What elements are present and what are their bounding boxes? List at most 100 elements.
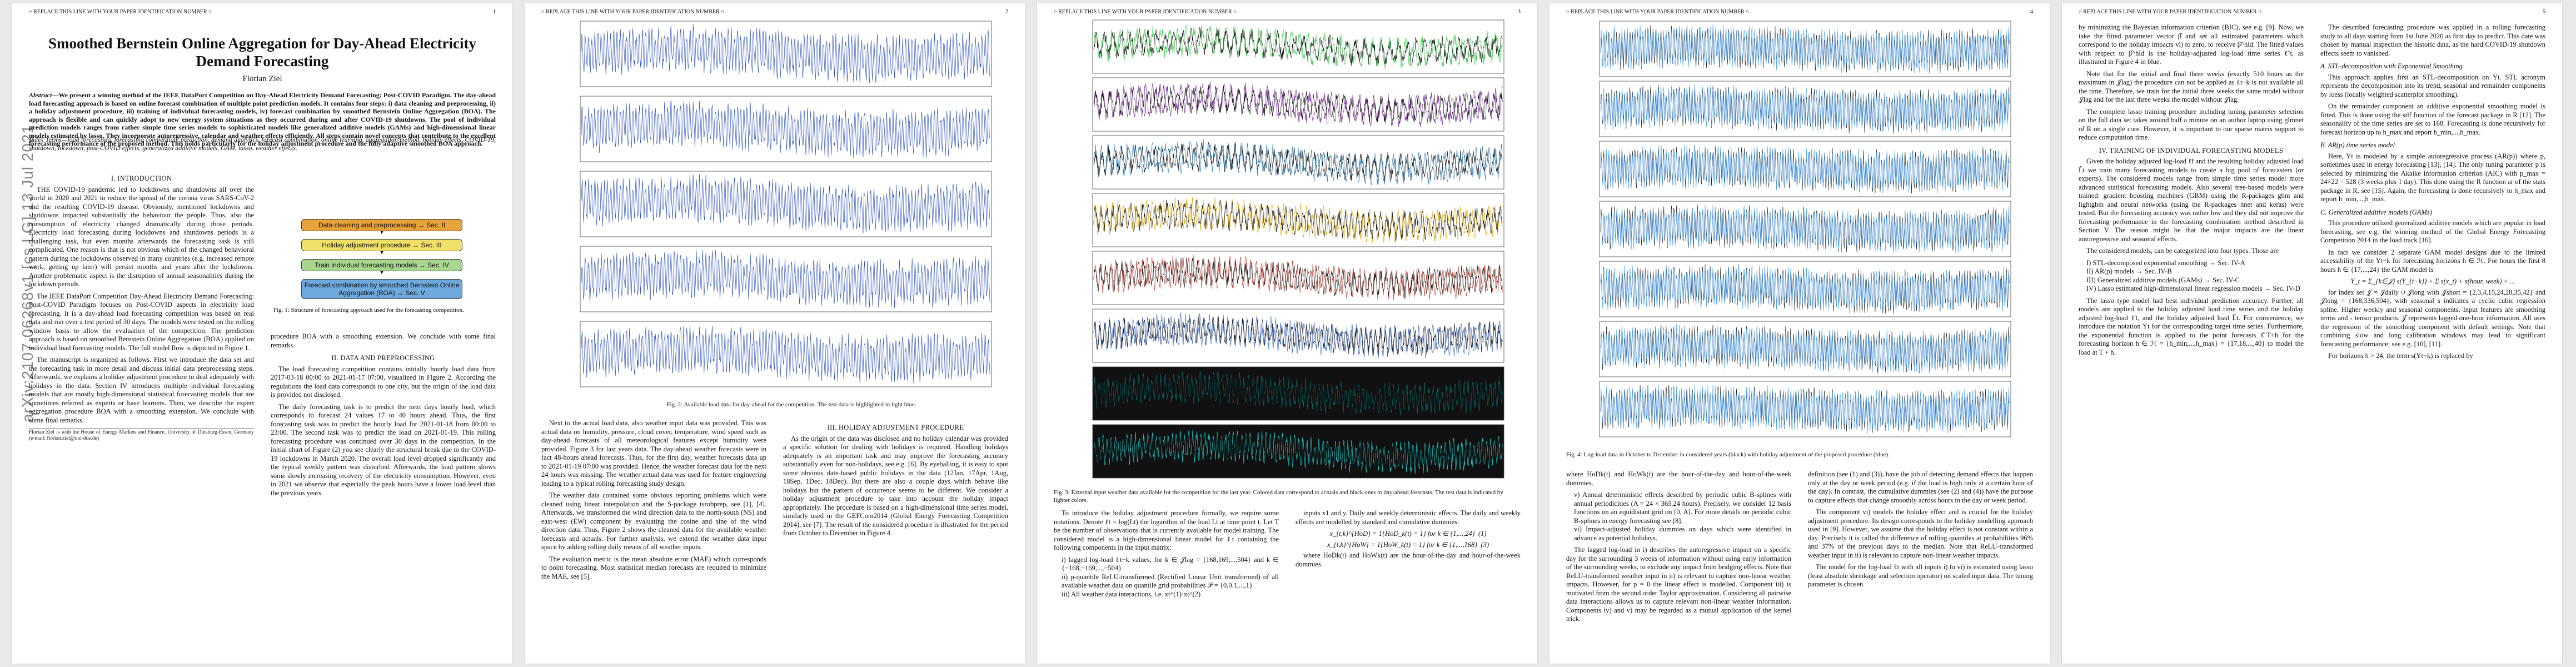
paragraph: To introduce the holiday adjustment proc…: [1054, 509, 1279, 551]
series-line: [1093, 24, 1503, 69]
model-list: I) STL-decomposed exponential smoothing …: [2086, 259, 2304, 293]
flow-arrow: ▼: [379, 270, 385, 276]
paragraph: The weather data contained some obvious …: [541, 491, 766, 551]
flow-arrow: ▼: [379, 230, 385, 236]
forecast-line: [1093, 27, 1503, 66]
forecast-line: [1093, 431, 1503, 472]
page-header: > REPLACE THIS LINE WITH YOUR PAPER IDEN…: [1054, 9, 1521, 15]
paragraph: As the origin of the data was disclosed …: [783, 434, 1008, 537]
page-4: > REPLACE THIS LINE WITH YOUR PAPER IDEN…: [1549, 3, 2050, 664]
adjusted-line: [1600, 384, 2010, 434]
series-line: [1093, 312, 1503, 360]
paragraph: The model for the log-load ℓt with all i…: [1808, 563, 2033, 588]
p5-right-column: The described forecasting procedure was …: [2320, 23, 2545, 364]
subsection-heading: C. Generalized additive models (GAMs): [2320, 208, 2433, 216]
forecast-line: [1093, 257, 1503, 298]
plot-panel: [1599, 201, 2011, 257]
list-item: III) Generalized additive models (GAMs) …: [2086, 276, 2240, 284]
list-item: I) STL-decomposed exponential smoothing …: [2086, 258, 2245, 267]
p4-left-column: where HoDk(t) and HoWk(t) are the hour-o…: [1566, 470, 1791, 627]
figure-caption: Fig. 4: Log-load data in October to Dece…: [1566, 451, 1890, 458]
figure-caption: Fig. 3: External input weather data avai…: [1054, 489, 1503, 504]
p1-right-column: procedure BOA with a smoothing extension…: [271, 332, 496, 501]
page-number: 3: [1518, 9, 1521, 15]
paragraph: for index set 𝒥 = 𝒥daily ∪ 𝒥long with 𝒥s…: [2320, 288, 2545, 348]
paragraph: This approach applies first an STL-decom…: [2320, 73, 2545, 98]
list-item: i) lagged log-load ℓt−k values, for k ∈ …: [1062, 555, 1279, 573]
paragraph: The daily forecasting task is to predict…: [271, 402, 496, 497]
series-line: [1093, 139, 1503, 186]
paragraph: Note that for the initial and final thre…: [2079, 69, 2304, 104]
p5-left-column: by minimizing the Bayesian information c…: [2079, 23, 2304, 360]
forecast-line: [1093, 316, 1503, 356]
paragraph: Given the holiday adjusted log-load ℓ̃t …: [2079, 157, 2304, 243]
plot-panel: [1092, 424, 1504, 479]
p1-left-column: I. INTRODUCTION THE COVID-19 pandemic le…: [29, 170, 254, 442]
flowchart: Data cleaning and preprocessing → Sec. I…: [273, 219, 490, 315]
p2-left-column: Next to the actual load data, also weath…: [541, 419, 766, 584]
series-line: [581, 24, 990, 83]
paragraph: inputs x1 and y. Daily and weekly determ…: [1296, 509, 1521, 526]
adjusted-line: [1600, 205, 2010, 254]
paragraph: The described forecasting procedure was …: [2320, 23, 2545, 57]
paragraph: procedure BOA with a smoothing extension…: [271, 332, 496, 349]
logload-plot: [1599, 21, 2011, 437]
figure-3-weather-panels: [1076, 18, 1515, 485]
figure-caption: Fig. 2: Available load data for day-ahea…: [666, 401, 916, 408]
paragraph: On the remainder component an additive e…: [2320, 102, 2545, 136]
series-line: [581, 100, 990, 158]
p4-right-column: definition (see (1) and (3)), have the j…: [1808, 470, 2033, 593]
paragraph: Next to the actual load data, also weath…: [541, 419, 766, 487]
list-item: v) Annual deterministic effects describe…: [1574, 491, 1791, 525]
paragraph: definition (see (1) and (3)), have the j…: [1808, 470, 2033, 504]
paragraph: The lagged log-load in i) describes the …: [1566, 546, 1791, 623]
paragraph: Here, Yt is modeled by a simple autoregr…: [2320, 152, 2545, 203]
list-item: IV) Lasso estimated high-dimensional lin…: [2086, 285, 2300, 292]
plot-panel: [1599, 21, 2011, 77]
weather-series-plot: [1092, 19, 1504, 479]
page-number: 5: [2543, 9, 2545, 15]
flow-box-training: Train individual forecasting models → Se…: [301, 259, 462, 271]
section-heading: II. DATA AND PREPROCESSING: [331, 354, 435, 362]
flow-box-boa: Forecast combination by smoothed Bernste…: [301, 279, 462, 299]
paragraph: The complete lasso training procedure in…: [2079, 107, 2304, 142]
section-heading: III. HOLIDAY ADJUSTMENT PROCEDURE: [827, 424, 964, 431]
list-item: II) AR(p) models → Sec. IV-B: [2086, 267, 2172, 275]
paragraph: THE COVID-19 pandemic led to lockdowns a…: [29, 185, 254, 288]
forecast-line: [1093, 142, 1503, 182]
page-3: > REPLACE THIS LINE WITH YOUR PAPER IDEN…: [1037, 3, 1537, 664]
equation: x_{t,k}^{HoD} = 1{HoD_k(t) = 1} for k ∈ …: [1329, 530, 1487, 537]
section-heading: IV. TRAINING OF INDIVIDUAL FORECASTING M…: [2099, 146, 2284, 155]
paragraph: The IEEE DataPort Competition Day-Ahead …: [29, 292, 254, 352]
page-header: > REPLACE THIS LINE WITH YOUR PAPER IDEN…: [29, 9, 496, 15]
header-text: > REPLACE THIS LINE WITH YOUR PAPER IDEN…: [2079, 9, 2261, 15]
index-terms: Index Terms—load forecasting, forecastin…: [29, 136, 496, 152]
p2-right-column: III. HOLIDAY ADJUSTMENT PROCEDURE As the…: [783, 419, 1008, 541]
series-line: [1093, 197, 1503, 243]
forecast-line: [1093, 373, 1503, 413]
header-text: > REPLACE THIS LINE WITH YOUR PAPER IDEN…: [1054, 9, 1237, 15]
adjusted-line: [1600, 265, 2010, 313]
equation: Y_t = Σ_{k∈𝒥} s(Y_{t−k}) + Σ s(x_t) + s(…: [2350, 277, 2515, 285]
series-line: [581, 325, 990, 384]
abstract-text: We present a winning method of the IEEE …: [29, 91, 496, 147]
paragraph: The considered models, can be categorize…: [2086, 247, 2279, 255]
paper-title: Smoothed Bernstein Online Aggregation fo…: [48, 35, 476, 69]
list-item: ii) p-quantile ReLU-transformed (Rectifi…: [1062, 573, 1279, 590]
list-item: vi) Impact-adjusted holiday dummies on d…: [1574, 525, 1791, 542]
page-5: > REPLACE THIS LINE WITH YOUR PAPER IDEN…: [2062, 3, 2562, 664]
paragraph: where HoDk(t) and HoWk(t) are the hour-o…: [1566, 470, 1791, 487]
paragraph: The component vi) models the holiday eff…: [1808, 508, 2033, 559]
flow-box-cleaning: Data cleaning and preprocessing → Sec. I…: [301, 219, 462, 231]
series-line: [1093, 255, 1503, 300]
plot-panel: [580, 21, 992, 87]
adjusted-line: [1600, 24, 2010, 73]
paragraph: The evaluation metric is the mean absolu…: [541, 555, 766, 580]
page-header: > REPLACE THIS LINE WITH YOUR PAPER IDEN…: [1566, 9, 2033, 15]
paragraph: by minimizing the Bayesian information c…: [2079, 23, 2304, 66]
page-header: > REPLACE THIS LINE WITH YOUR PAPER IDEN…: [541, 9, 1008, 15]
page-number: 2: [1005, 9, 1008, 15]
paragraph: The lasso type model had best individual…: [2079, 296, 2304, 356]
subsection-heading: A. STL-decomposition with Exponential Sm…: [2320, 62, 2463, 70]
input-list: i) lagged log-load ℓt−k values, for k ∈ …: [1062, 556, 1279, 599]
